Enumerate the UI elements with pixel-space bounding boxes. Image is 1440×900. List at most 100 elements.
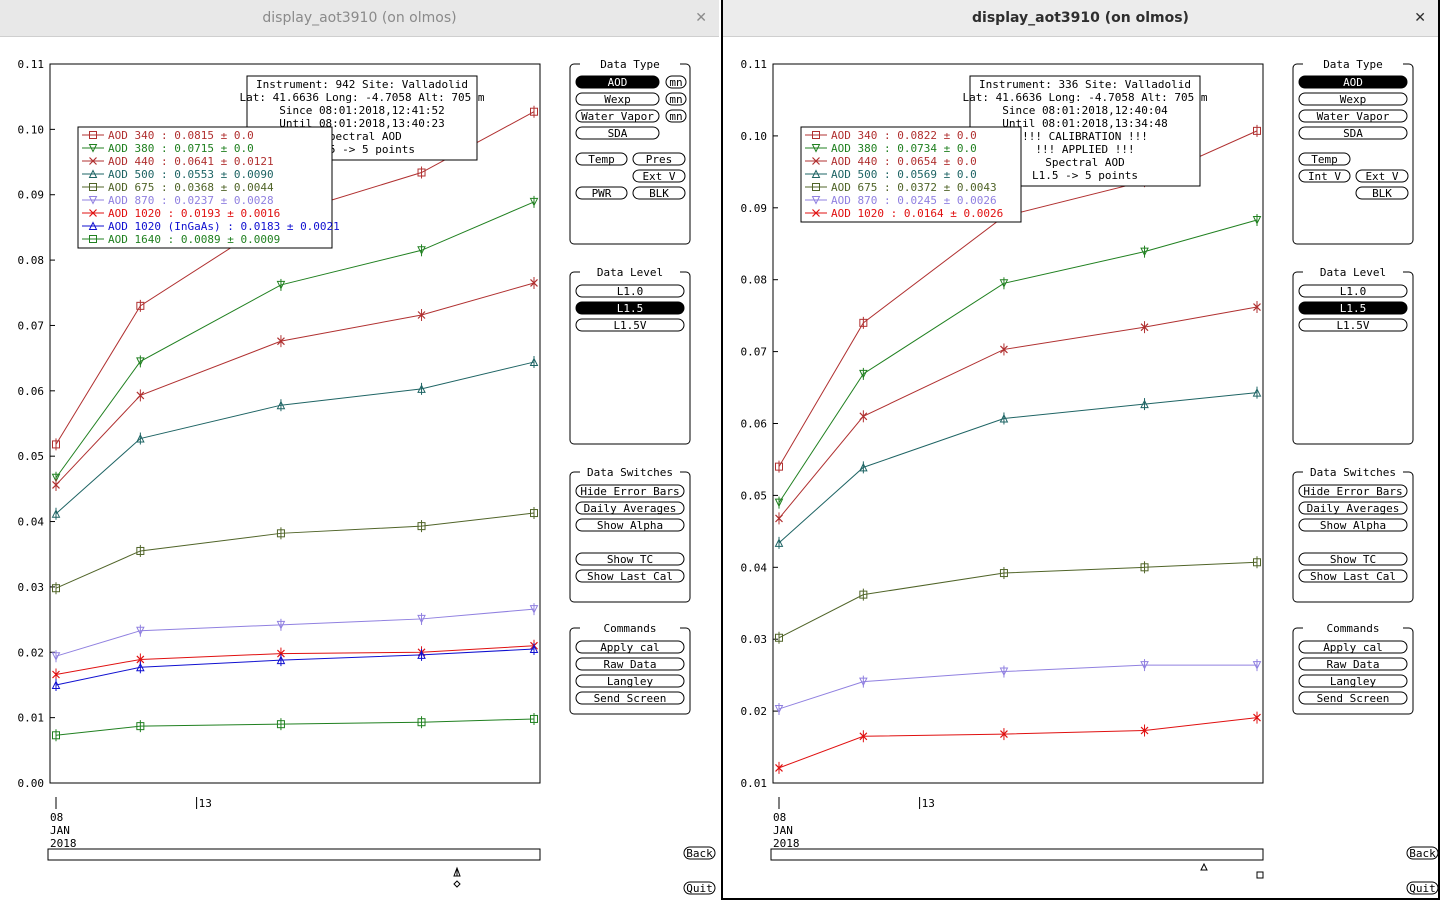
langley-button[interactable]: Langley [1298,674,1408,688]
legend-stat: : 0.0245 ± 0.0026 [877,194,996,207]
show-alpha-button[interactable]: Show Alpha [575,518,685,532]
quit-button[interactable]: Quit [683,881,716,895]
water-vapor-button[interactable]: Water Vapor [1298,109,1408,123]
mn-unit-button[interactable]: mn [665,75,687,89]
apply-cal-button[interactable]: Apply cal [1298,640,1408,654]
temp-button-shape [1298,152,1351,166]
y-tick-label: 0.09 [741,202,768,215]
mn-unit-button[interactable]: mn [665,109,687,123]
aod-button[interactable]: AOD [1298,75,1408,89]
show-tc-button-label: Show TC [1330,553,1376,566]
hide-error-bars-button[interactable]: Hide Error Bars [1298,484,1408,498]
legend-marker [88,169,98,178]
hide-error-bars-button-label: Hide Error Bars [1303,485,1402,498]
legend-entry: AOD 870 : 0.0237 ± 0.0028 [108,194,274,207]
data-point [52,440,60,449]
blk-button[interactable]: BLK [1355,186,1409,200]
series-aod-1020 [775,711,1261,774]
info-line: !!! APPLIED !!! [1035,143,1134,156]
level-l1-5v-button[interactable]: L1.5V [1298,318,1408,332]
show-alpha-button[interactable]: Show Alpha [1298,518,1408,532]
data-point [859,369,868,379]
mn-unit-button[interactable]: mn [665,92,687,106]
series-line [778,392,1258,544]
aod-button[interactable]: AOD [575,75,660,89]
legend-frame [77,126,333,249]
x-tick-label: 08 [50,811,63,824]
show-tc-button[interactable]: Show TC [1298,552,1408,566]
aod-button-shape [1298,75,1408,89]
temp-button[interactable]: Temp [575,152,628,166]
quit-button[interactable]: Quit [1406,881,1438,895]
sda-button[interactable]: SDA [575,126,660,140]
data-point [999,413,1009,423]
data-switches-group-title-bg [1303,470,1403,478]
raw-data-button-shape [575,657,685,671]
info-line: L1.5 -> 5 points [309,143,415,156]
data-point [52,481,60,489]
wexp-button[interactable]: Wexp [575,92,660,106]
sda-button[interactable]: SDA [1298,126,1408,140]
show-last-cal-button[interactable]: Show Last Cal [1298,569,1408,583]
data-switches-group: Data Switches Hide Error Bars Daily Averag… [1292,466,1414,603]
langley-button[interactable]: Langley [575,674,685,688]
series-aod-380 [51,195,539,484]
raw-data-button[interactable]: Raw Data [575,657,685,671]
show-last-cal-button[interactable]: Show Last Cal [575,569,685,583]
wexp-button[interactable]: Wexp [1298,92,1408,106]
pres-button[interactable]: Pres [632,152,686,166]
hide-error-bars-button[interactable]: Hide Error Bars [575,484,685,498]
daily-averages-button[interactable]: Daily Averages [1298,501,1408,515]
temp-button-label: Temp [588,153,615,166]
series-line [778,664,1257,710]
scrollbar-track[interactable] [47,848,541,861]
temp-button[interactable]: Temp [1298,152,1351,166]
pres-button-label: Pres [646,153,673,166]
send-screen-button[interactable]: Send Screen [1298,691,1408,705]
show-tc-button[interactable]: Show TC [575,552,685,566]
send-screen-button[interactable]: Send Screen [575,691,685,705]
ext-v-button[interactable]: Ext V [632,169,686,183]
pwr-button[interactable]: PWR [575,186,628,200]
series-aod-380 [774,214,1262,509]
back-button[interactable]: Back [1406,846,1438,860]
data-point [775,514,783,523]
data-type-group-title: Data Type [600,58,660,71]
time-scrollbar[interactable] [770,848,1264,879]
series-line [55,512,535,589]
legend-label: AOD 1640 [108,233,161,246]
time-scrollbar[interactable] [47,848,541,888]
close-icon[interactable]: ✕ [1414,10,1426,26]
ext-v-button[interactable]: Ext V [1355,169,1409,183]
apply-cal-button[interactable]: Apply cal [575,640,685,654]
blk-button[interactable]: BLK [632,186,686,200]
title-bar[interactable]: display_aot3910 (on olmos) ✕ [723,0,1438,37]
scroll-marker-icon[interactable] [1200,862,1208,871]
level-l1-5-button[interactable]: L1.5 [1298,301,1408,315]
level-l1-0-button[interactable]: L1.0 [575,284,685,298]
info-line: Since 08:01:2018,12:41:52 [279,104,445,117]
back-button[interactable]: Back [683,846,716,860]
title-bar[interactable]: display_aot3910 (on olmos) ✕ [0,0,719,37]
level-l1-5-button[interactable]: L1.5 [575,301,685,315]
scrollbar-track[interactable] [770,848,1264,861]
aod-chart: 0.00 0.01 0.02 0.03 0.04 0.05 0.06 0.07 0.08 0.09… [18,58,541,850]
level-l1-0-button[interactable]: L1.0 [1298,284,1408,298]
data-point [51,652,61,661]
legend-entry: AOD 440 : 0.0654 ± 0.0 [831,155,977,168]
data-point [417,614,426,624]
plot-frame [49,63,541,784]
daily-averages-button[interactable]: Daily Averages [575,501,685,515]
scroll-marker-icon[interactable] [453,866,461,877]
data-point [417,384,426,393]
raw-data-button[interactable]: Raw Data [1298,657,1408,671]
water-vapor-button[interactable]: Water Vapor [575,109,660,123]
show-last-cal-button-label: Show Last Cal [1310,570,1396,583]
level-l1-5v-button[interactable]: L1.5V [575,318,685,332]
commands-group-title-bg [1303,626,1403,634]
close-icon[interactable]: ✕ [695,10,707,26]
int-v-button[interactable]: Int V [1298,169,1351,183]
water-vapor-button-shape [1298,109,1408,123]
